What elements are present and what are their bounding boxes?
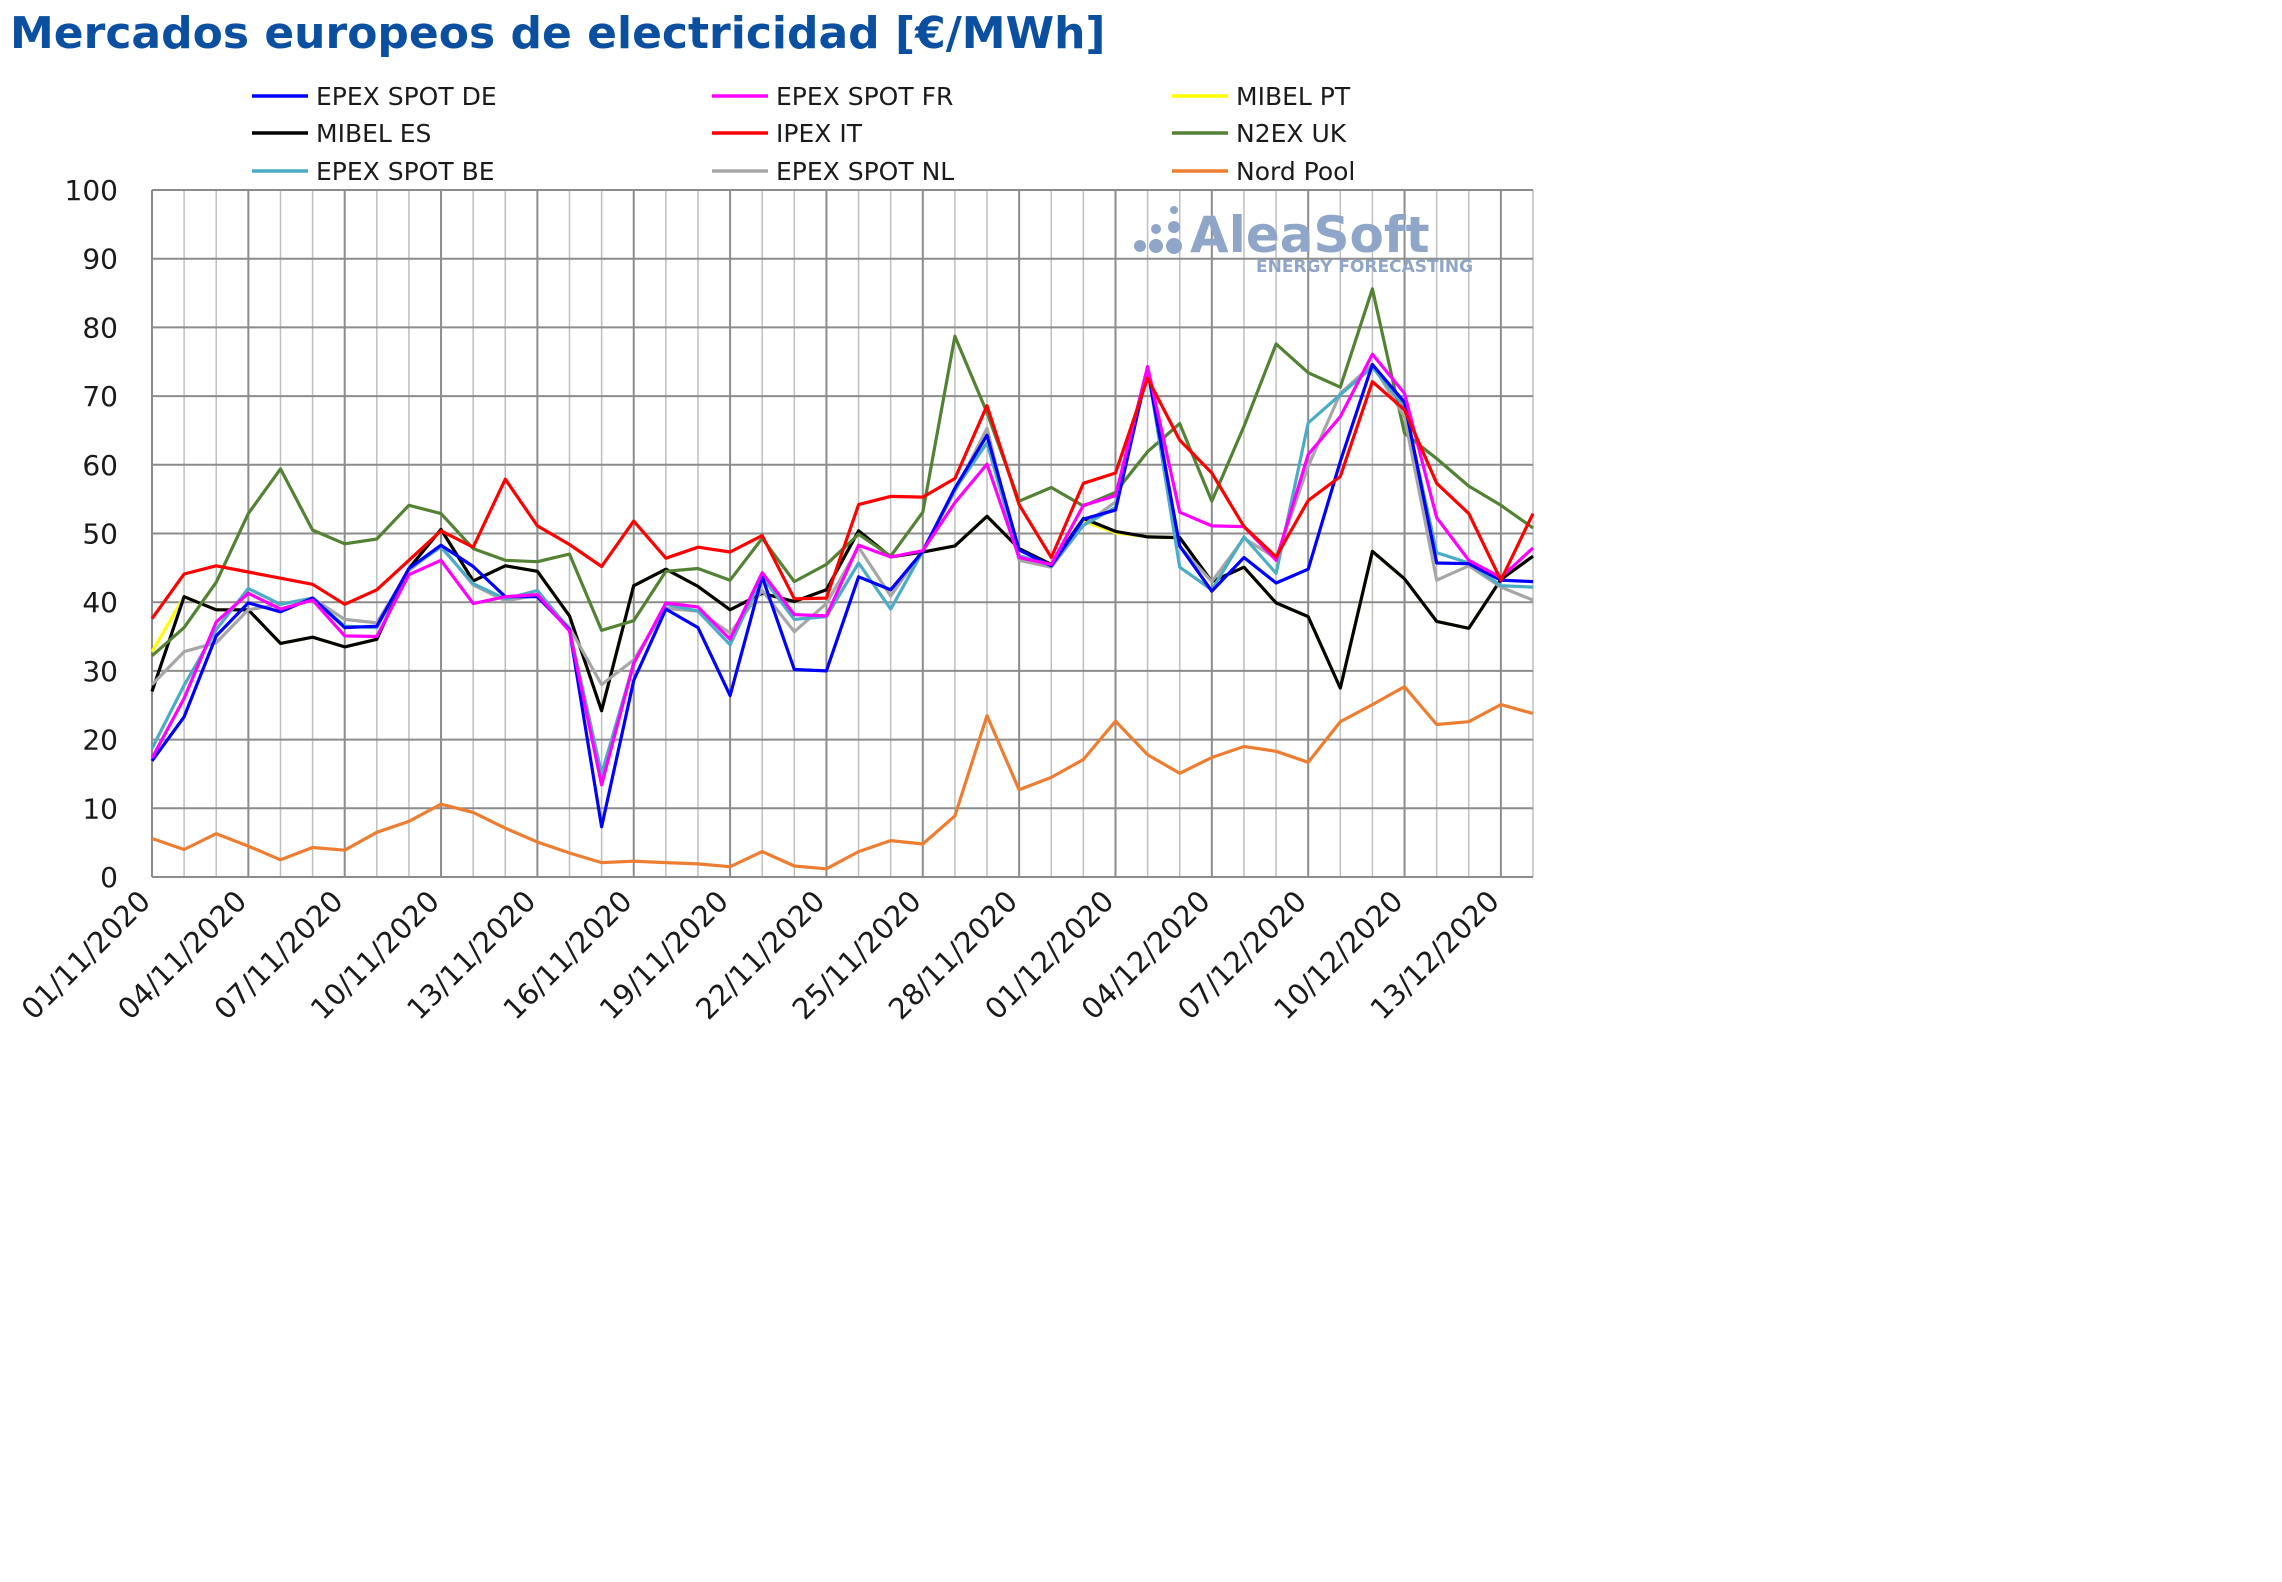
legend-label-epex-spot-fr: EPEX SPOT FR [776, 82, 953, 111]
legend-label-epex-spot-de: EPEX SPOT DE [316, 82, 497, 111]
legend-label-epex-spot-be: EPEX SPOT BE [316, 157, 495, 186]
y-tick-label: 70 [82, 380, 118, 413]
y-tick-label: 50 [82, 518, 118, 551]
y-tick-label: 10 [82, 792, 118, 825]
legend-label-mibel-es: MIBEL ES [316, 119, 431, 148]
series-line-n2ex-uk [150, 287, 1534, 658]
y-tick-label: 90 [82, 243, 118, 276]
legend-label-ipex-it: IPEX IT [776, 119, 863, 148]
y-tick-label: 40 [82, 586, 118, 619]
series-line-epex-spot-fr [150, 352, 1535, 787]
legend-label-epex-spot-nl: EPEX SPOT NL [776, 157, 954, 186]
y-tick-label: 20 [82, 724, 118, 757]
y-tick-label: 100 [65, 174, 118, 207]
aleasoft-watermark: AleaSoft ENERGY FORECASTING [1134, 206, 1473, 277]
watermark-tagline: ENERGY FORECASTING [1256, 257, 1473, 277]
legend-label-n2ex-uk: N2EX UK [1236, 119, 1347, 148]
legend: EPEX SPOT DE EPEX SPOT FR MIBEL PT MIBEL ES… [252, 82, 1355, 186]
aleasoft-logo-icon [1134, 206, 1182, 254]
line-chart: AleaSoft ENERGY FORECASTING 0 10 20 30 40 50 6… [15, 82, 1535, 1026]
series-line-nord-pool [151, 685, 1534, 871]
series-line-mibel-pt [150, 514, 1534, 713]
grid [151, 189, 1534, 878]
chart-title: Mercados europeos de electricidad [€/MWh… [10, 8, 1106, 59]
y-tick-label: 0 [100, 861, 118, 894]
y-tick-label: 60 [82, 449, 118, 482]
watermark-brand: AleaSoft [1190, 206, 1430, 264]
y-tick-label: 30 [82, 655, 118, 688]
series-line-ipex-it [150, 376, 1535, 620]
legend-label-nord-pool: Nord Pool [1236, 157, 1355, 186]
series-lines [150, 287, 1535, 871]
legend-label-mibel-pt: MIBEL PT [1236, 82, 1351, 111]
series-line-mibel-es [150, 514, 1534, 713]
y-tick-label: 80 [82, 311, 118, 344]
series-line-epex-spot-de [150, 362, 1534, 829]
